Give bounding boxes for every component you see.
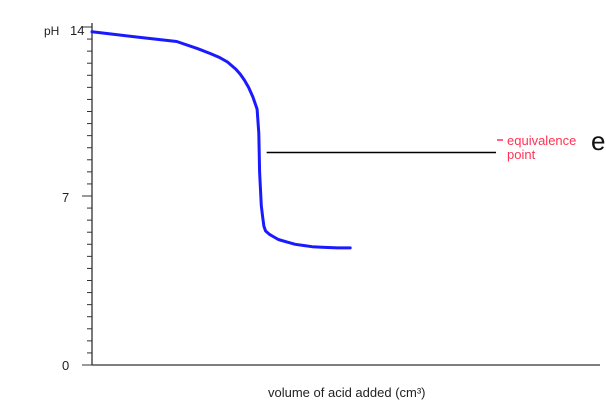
- annotation-line-1: equivalence: [507, 133, 576, 148]
- axes: [91, 23, 600, 366]
- y-tick-label-0: 0: [62, 358, 69, 373]
- series-line-ph: [90, 30, 352, 250]
- x-axis-label: volume of acid added (cm³): [268, 385, 426, 400]
- equivalence-annotation: equivalence point: [266, 133, 576, 162]
- y-tick-label-14: 14: [70, 23, 84, 38]
- series-curve-group: [90, 30, 352, 250]
- y-minor-ticks: [82, 26, 92, 366]
- y-tick-label-7: 7: [62, 190, 69, 205]
- annotation-line-2: point: [507, 147, 536, 162]
- y-axis-label: pH: [44, 24, 59, 38]
- edge-text-fragment: e: [591, 126, 606, 156]
